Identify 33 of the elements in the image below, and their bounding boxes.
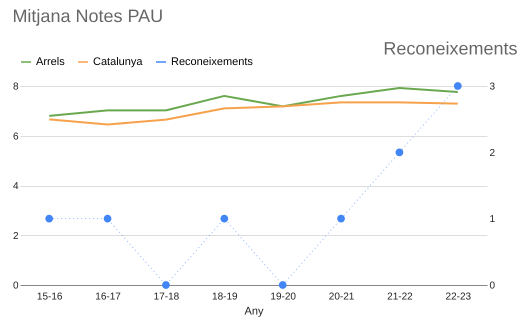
x-tick-label: 16-17 — [95, 292, 122, 302]
x-tick-label: 22-23 — [446, 292, 472, 302]
y2-tick-label: 2 — [490, 148, 496, 159]
y-tick-label: 0 — [12, 280, 19, 292]
y2-tick-label: 0 — [490, 280, 496, 292]
point — [278, 281, 287, 289]
x-tick-label: 15-16 — [36, 292, 63, 302]
point — [162, 281, 170, 289]
point — [45, 214, 54, 223]
y2-tick-label: 3 — [490, 82, 496, 92]
x-tick-label: 21-22 — [387, 292, 414, 302]
y2-tick-label: 1 — [490, 214, 496, 226]
x-axis-title: Any — [244, 306, 264, 318]
x-tick-label: 19-20 — [270, 292, 296, 302]
line-series — [48, 101, 459, 126]
point — [396, 148, 404, 156]
y-tick-label: 8 — [12, 82, 19, 92]
x-tick-label: 18-19 — [212, 292, 238, 302]
y-tick-label: 4 — [12, 181, 19, 192]
line-series — [48, 86, 459, 117]
x-tick-label: 20-21 — [328, 292, 355, 302]
y-tick-label: 6 — [12, 131, 19, 142]
y2-axis-title: Reconeixements — [383, 38, 518, 58]
chart-title: Mitjana Notes PAU — [12, 6, 164, 26]
x-tick-label: 17-18 — [154, 292, 180, 302]
point — [454, 82, 462, 90]
point — [337, 214, 345, 223]
legend-label: Reconeixements — [171, 56, 254, 68]
point — [104, 214, 112, 223]
point — [220, 214, 228, 223]
y-tick-label: 2 — [12, 230, 19, 242]
legend-label: Catalunya — [93, 56, 144, 68]
legend-label: Arrels — [36, 56, 66, 68]
